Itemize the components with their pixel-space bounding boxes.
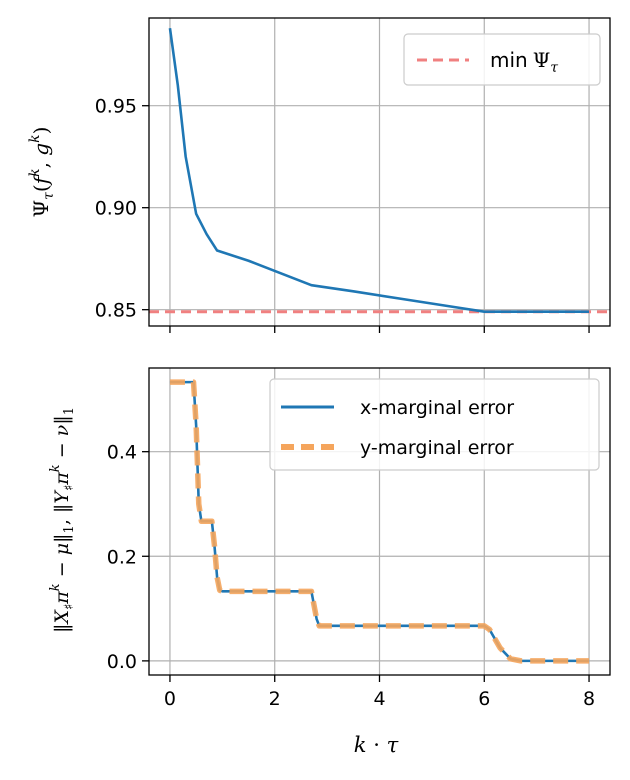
top-series-line-0 (168, 28, 590, 314)
top-ytick-label: 0.85 (95, 300, 137, 322)
top-legend: min Ψτ (403, 33, 601, 86)
bottom-legend-box (269, 378, 600, 471)
bottom-xtick-label: 8 (583, 688, 595, 710)
bottom-xtick-label: 6 (478, 688, 490, 710)
bottom-panel: 0 2 4 6 80.00.20.4 ‖X♯πk − μ‖1, ‖Y♯πk − ν‖1 … (48, 367, 611, 757)
top-data (149, 28, 610, 314)
bottom-ytick-label: 0.0 (107, 651, 137, 673)
top-panel: 0.850.900.95 Ψτ(fk, gk) min Ψτ (27, 17, 611, 333)
top-ytick-label: 0.90 (95, 198, 137, 220)
top-legend-label: min Ψτ (490, 48, 558, 76)
bottom-ytick-label: 0.4 (107, 442, 137, 464)
top-ytick-label: 0.95 (95, 96, 137, 118)
bottom-legend-label-x: x-marginal error (360, 397, 514, 419)
bottom-ytick-label: 0.2 (107, 546, 137, 568)
bottom-ticks: 0 2 4 6 8 0.0 0.2 0.4 (107, 442, 595, 710)
top-legend-box (403, 33, 601, 86)
bottom-legend: x-marginal error y-marginal error (269, 378, 600, 471)
bottom-xtick-label: 2 (269, 688, 281, 710)
top-ticks: 0.85 0.90 0.95 (95, 96, 590, 333)
bottom-series-line-1 (169, 379, 590, 664)
bottom-legend-label-y: y-marginal error (360, 437, 514, 459)
bottom-ylabel: ‖X♯πk − μ‖1, ‖Y♯πk − ν‖1 (48, 407, 77, 633)
bottom-data (169, 379, 590, 664)
bottom-xtick-label: 4 (373, 688, 385, 710)
bottom-xtick-label: 0 (164, 688, 176, 710)
bottom-xlabel: k · τ (354, 733, 399, 757)
